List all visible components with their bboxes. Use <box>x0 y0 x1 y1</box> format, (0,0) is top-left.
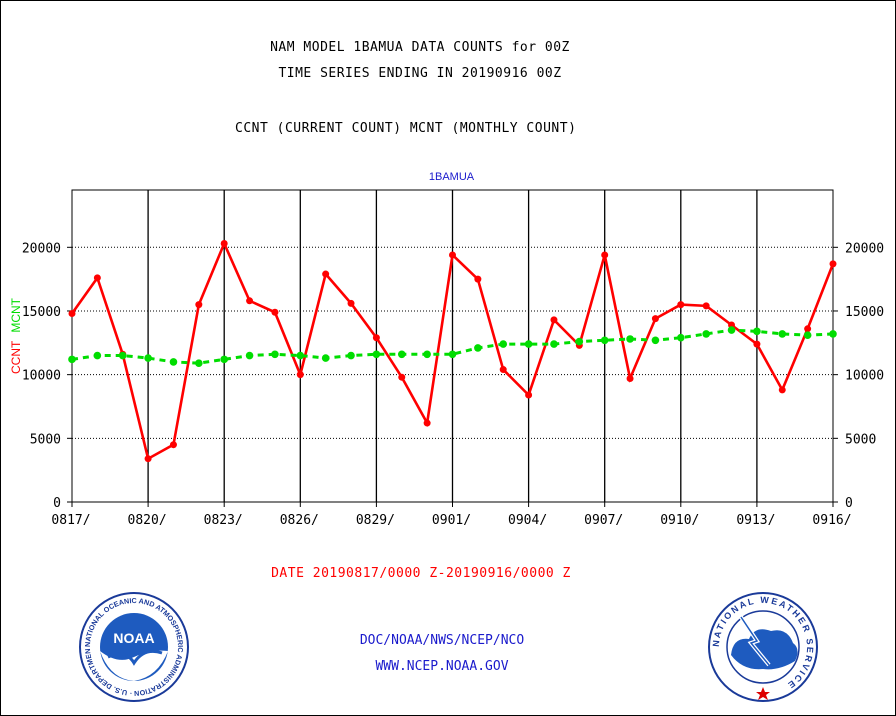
data-point-ccnt <box>423 419 431 427</box>
chart-title-line1: NAM MODEL 1BAMUA DATA COUNTS for 00Z <box>270 40 570 55</box>
noaa-logo-icon: NATIONAL OCEANIC AND ATMOSPHERIC ADMINIS… <box>78 591 189 702</box>
data-point-ccnt <box>322 270 330 278</box>
x-tick-label: 0826/ <box>280 513 319 528</box>
data-point-ccnt <box>702 302 710 310</box>
data-point-ccnt <box>804 325 812 333</box>
data-point-ccnt <box>651 315 659 323</box>
data-point-mcnt <box>195 359 203 367</box>
footer-org-path[interactable]: DOC/NOAA/NWS/NCEP/NCO <box>359 633 525 648</box>
data-point-mcnt <box>651 336 660 345</box>
data-point-mcnt <box>829 330 837 338</box>
data-point-ccnt <box>525 391 533 399</box>
data-point-mcnt <box>347 351 355 360</box>
data-point-mcnt <box>474 344 482 352</box>
data-point-mcnt <box>245 351 254 360</box>
data-point-ccnt <box>550 316 558 324</box>
data-point-mcnt <box>372 350 381 359</box>
data-point-mcnt <box>271 350 279 359</box>
y-tick-label-right: 20000 <box>845 241 884 256</box>
x-tick-label: 0817/ <box>51 513 90 528</box>
data-point-mcnt <box>169 358 178 366</box>
data-point-ccnt <box>68 310 76 318</box>
data-point-ccnt <box>626 374 634 382</box>
data-point-ccnt <box>677 301 685 309</box>
data-point-ccnt <box>347 299 355 307</box>
data-point-mcnt <box>600 336 609 345</box>
x-tick-label: 0907/ <box>584 513 623 528</box>
data-point-mcnt <box>626 335 634 343</box>
data-point-ccnt <box>372 334 380 342</box>
y-tick-label-right: 15000 <box>845 305 884 320</box>
y-tick-label-right: 10000 <box>845 369 884 384</box>
data-point-mcnt <box>118 351 127 360</box>
chart-series-title: 1BAMUA <box>429 171 475 183</box>
y-axis-label-ccnt: CCNT <box>9 340 23 374</box>
data-point-mcnt <box>144 354 152 362</box>
line-chart: 0817/0820/0823/0826/0829/0901/0904/0907/… <box>9 171 884 528</box>
date-range-label: DATE 20190817/0000 Z-20190916/0000 Z <box>271 566 571 581</box>
data-point-ccnt <box>499 366 507 374</box>
y-axis-label: CCNT MCNT <box>9 297 23 374</box>
x-tick-label: 0904/ <box>508 513 547 528</box>
y-tick-label-left: 5000 <box>30 432 61 447</box>
x-tick-label: 0823/ <box>204 513 243 528</box>
data-point-ccnt <box>778 386 786 394</box>
nws-logo-icon: NATIONAL WEATHER SERVICE <box>708 592 818 702</box>
data-point-mcnt <box>727 326 736 334</box>
data-point-ccnt <box>246 297 254 305</box>
data-point-ccnt <box>449 251 456 259</box>
data-point-ccnt <box>144 455 152 463</box>
y-tick-label-left: 10000 <box>22 369 61 384</box>
data-point-mcnt <box>575 337 584 346</box>
data-point-ccnt <box>296 371 304 379</box>
x-tick-label: 0913/ <box>736 513 775 528</box>
data-point-mcnt <box>499 340 508 348</box>
x-tick-label: 0820/ <box>128 513 167 528</box>
y-axis-label-mcnt: MCNT <box>9 297 23 332</box>
data-point-ccnt <box>169 441 177 449</box>
data-point-ccnt <box>220 239 228 247</box>
data-point-ccnt <box>93 274 101 282</box>
x-tick-label: 0916/ <box>812 513 851 528</box>
y-tick-label-left: 0 <box>53 496 61 511</box>
data-point-ccnt <box>601 251 609 259</box>
data-point-ccnt <box>474 275 482 283</box>
data-point-ccnt <box>753 340 761 348</box>
data-point-ccnt <box>398 373 406 381</box>
data-point-ccnt <box>195 301 203 309</box>
svg-text:NOAA: NOAA <box>113 630 154 646</box>
data-point-mcnt <box>677 333 685 342</box>
data-point-ccnt <box>271 308 279 316</box>
data-point-mcnt <box>753 327 761 336</box>
data-point-mcnt <box>68 355 76 364</box>
data-point-mcnt <box>550 340 558 348</box>
x-tick-label: 0901/ <box>432 513 471 528</box>
data-point-mcnt <box>93 351 102 360</box>
x-tick-label: 0829/ <box>356 513 395 528</box>
data-point-mcnt <box>423 350 431 359</box>
chart-title-line2: TIME SERIES ENDING IN 20190916 00Z <box>278 66 562 81</box>
data-point-mcnt <box>397 350 406 359</box>
data-point-mcnt <box>296 351 305 360</box>
y-tick-label-right: 0 <box>845 496 853 511</box>
y-tick-label-right: 5000 <box>845 432 876 447</box>
data-point-mcnt <box>524 340 533 348</box>
data-point-ccnt <box>829 260 837 268</box>
y-tick-label-left: 15000 <box>22 305 61 320</box>
data-point-mcnt <box>321 354 330 362</box>
data-point-mcnt <box>803 331 812 339</box>
chart-subtitle: CCNT (CURRENT COUNT) MCNT (MONTHLY COUNT… <box>235 121 577 136</box>
footer-website-link[interactable]: WWW.NCEP.NOAA.GOV <box>375 659 509 674</box>
data-point-mcnt <box>778 330 787 338</box>
data-point-mcnt <box>220 355 228 364</box>
data-point-mcnt <box>448 350 457 359</box>
data-point-mcnt <box>702 330 710 338</box>
y-tick-label-left: 20000 <box>22 241 61 256</box>
x-tick-label: 0910/ <box>660 513 699 528</box>
